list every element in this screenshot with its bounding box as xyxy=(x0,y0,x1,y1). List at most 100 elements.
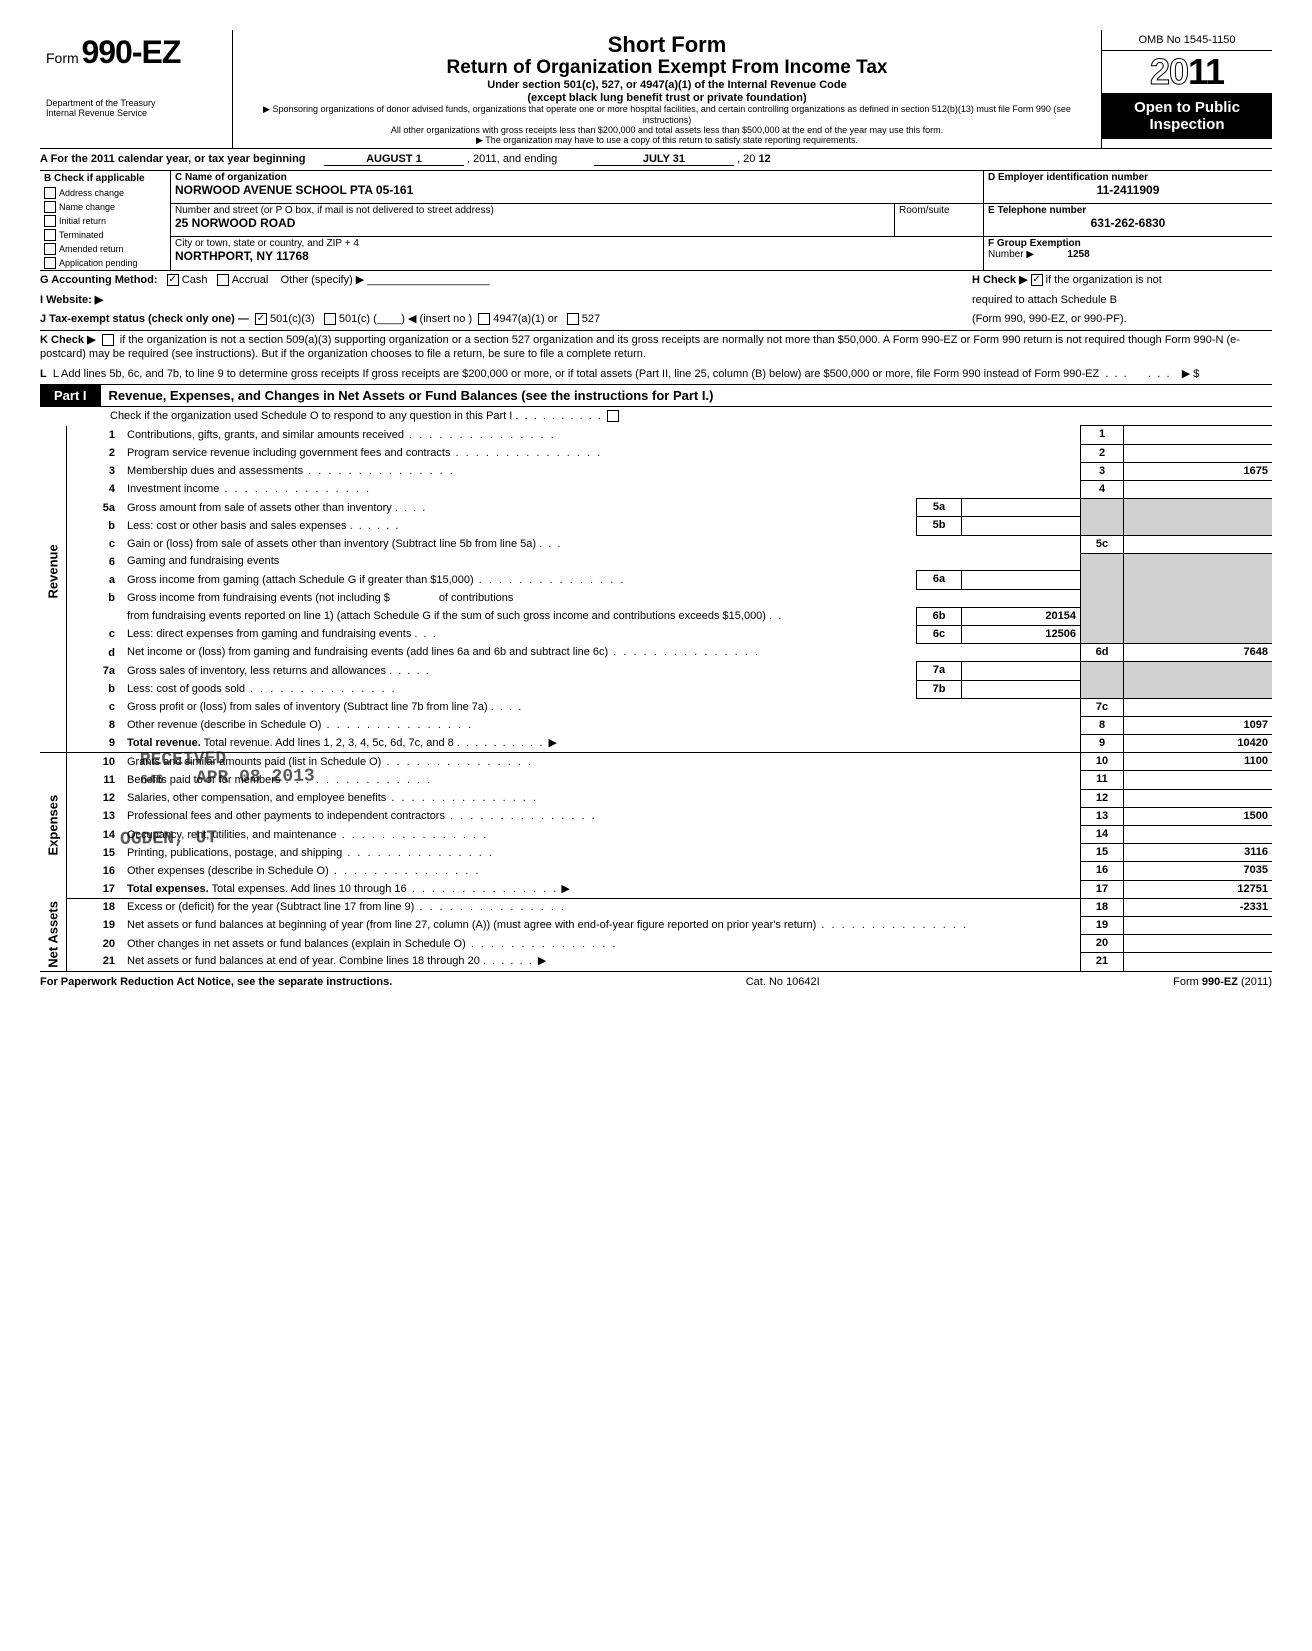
form-label: Form xyxy=(46,50,79,66)
chk-501c3[interactable]: ✓ xyxy=(255,313,267,325)
form-990ez-page: RECEIVED 646 APR 08 2013 OGDEN, UT Form … xyxy=(40,30,1272,988)
chk-name-change[interactable]: Name change xyxy=(40,200,170,214)
chk-k[interactable] xyxy=(102,334,114,346)
chk-terminated[interactable]: Terminated xyxy=(40,228,170,242)
line-5b: Less: cost or other basis and sales expe… xyxy=(127,520,347,532)
city-value: NORTHPORT, NY 11768 xyxy=(175,249,309,263)
ein-value: 11-2411909 xyxy=(988,183,1268,197)
side-expenses: Expenses xyxy=(40,753,67,899)
row-j: J Tax-exempt status (check only one) — ✓… xyxy=(40,310,1272,331)
footer: For Paperwork Reduction Act Notice, see … xyxy=(40,972,1272,988)
cell-c-name: C Name of organization NORWOOD AVENUE SC… xyxy=(171,171,983,204)
line-6b-1: Gross income from fundraising events (no… xyxy=(127,592,390,604)
line-12: Salaries, other compensation, and employ… xyxy=(127,792,386,804)
i-website: I Website: ▶ xyxy=(40,294,103,306)
side-net-assets: Net Assets xyxy=(40,898,67,971)
line-15: Printing, publications, postage, and shi… xyxy=(127,847,342,859)
line-4: Investment income xyxy=(127,483,219,495)
row-a-mid: , 2011, and ending xyxy=(467,153,557,165)
line-17: Total expenses. Add lines 10 through 16 xyxy=(212,883,407,895)
value-16: 7035 xyxy=(1124,862,1273,880)
chk-4947[interactable] xyxy=(478,313,490,325)
value-17: 12751 xyxy=(1124,880,1273,898)
footer-cat: Cat. No 10642I xyxy=(746,976,820,988)
line-9: Total revenue. Add lines 1, 2, 3, 4, 5c,… xyxy=(204,737,454,749)
note-other-orgs: All other organizations with gross recei… xyxy=(239,125,1095,135)
part1-tab: Part I xyxy=(40,385,101,406)
tax-year: 2011 xyxy=(1102,51,1272,94)
open-to-public: Open to PublicInspection xyxy=(1102,94,1272,139)
value-18: -2331 xyxy=(1124,898,1273,916)
part1-check-line: Check if the organization used Schedule … xyxy=(40,407,1272,425)
line-6c: Less: direct expenses from gaming and fu… xyxy=(127,628,411,640)
line-5c: Gain or (loss) from sale of assets other… xyxy=(127,538,536,550)
chk-application-pending[interactable]: Application pending xyxy=(40,256,170,270)
footer-left: For Paperwork Reduction Act Notice, see … xyxy=(40,976,392,988)
part1-header: Part I Revenue, Expenses, and Changes in… xyxy=(40,384,1272,407)
line-20: Other changes in net assets or fund bala… xyxy=(127,938,466,950)
row-a-tax-year: A For the 2011 calendar year, or tax yea… xyxy=(40,149,1272,171)
line-14: Occupancy, rent, utilities, and maintena… xyxy=(127,829,337,841)
phone-value: 631-262-6830 xyxy=(988,216,1268,230)
chk-cash[interactable]: ✓ xyxy=(167,274,179,286)
org-name: NORWOOD AVENUE SCHOOL PTA 05-161 xyxy=(175,183,413,197)
line-8: Other revenue (describe in Schedule O) xyxy=(127,719,321,731)
line-6d: Net income or (loss) from gaming and fun… xyxy=(127,646,608,658)
form-number: 990-EZ xyxy=(81,34,180,70)
side-revenue: Revenue xyxy=(40,426,67,717)
row-i: I Website: ▶ required to attach Schedule… xyxy=(40,291,1272,311)
row-k: K Check ▶ if the organization is not a s… xyxy=(40,331,1272,365)
col-b-header: B Check if applicable xyxy=(40,171,170,186)
dept-irs: Internal Revenue Service xyxy=(46,109,226,119)
cell-d-ein: D Employer identification number 11-2411… xyxy=(983,171,1272,204)
chk-527[interactable] xyxy=(567,313,579,325)
chk-amended-return[interactable]: Amended return xyxy=(40,242,170,256)
line-10: Grants and similar amounts paid (list in… xyxy=(127,756,381,768)
cell-city: City or town, state or country, and ZIP … xyxy=(171,237,983,270)
line-2: Program service revenue including govern… xyxy=(127,447,450,459)
address-value: 25 NORWOOD ROAD xyxy=(175,216,295,230)
chk-schedule-b-not-required[interactable]: ✓ xyxy=(1031,274,1043,286)
chk-address-change[interactable]: Address change xyxy=(40,186,170,200)
chk-accrual[interactable] xyxy=(217,274,229,286)
part1-title: Revenue, Expenses, and Changes in Net As… xyxy=(101,388,714,403)
line-1: Contributions, gifts, grants, and simila… xyxy=(127,429,404,441)
line-3: Membership dues and assessments xyxy=(127,465,303,477)
row-a-end-year: 12 xyxy=(758,153,770,165)
chk-501c[interactable] xyxy=(324,313,336,325)
cell-room: Room/suite xyxy=(894,204,983,237)
title-return: Return of Organization Exempt From Incom… xyxy=(239,57,1095,79)
value-6c: 12506 xyxy=(962,625,1081,643)
line-19: Net assets or fund balances at beginning… xyxy=(127,919,816,931)
title-short-form: Short Form xyxy=(239,32,1095,57)
title-box: Short Form Return of Organization Exempt… xyxy=(233,30,1101,148)
footer-right: Form 990-EZ (2011) xyxy=(1173,976,1272,988)
line-11: Benefits paid to or for members xyxy=(127,774,280,786)
chk-initial-return[interactable]: Initial return xyxy=(40,214,170,228)
lines-table: Revenue 1 Contributions, gifts, grants, … xyxy=(40,425,1272,971)
line-5a: Gross amount from sale of assets other t… xyxy=(127,502,392,514)
chk-schedule-o[interactable] xyxy=(607,410,619,422)
group-exemption-value: 1258 xyxy=(1067,249,1089,260)
line-6b-3: from fundraising events reported on line… xyxy=(127,610,766,622)
row-a-label: A For the 2011 calendar year, or tax yea… xyxy=(40,153,306,165)
value-8: 1097 xyxy=(1124,716,1273,734)
subtitle-1: Under section 501(c), 527, or 4947(a)(1)… xyxy=(239,79,1095,92)
value-6d: 7648 xyxy=(1124,644,1273,662)
cell-e-phone: E Telephone number 631-262-6830 xyxy=(983,204,1272,237)
line-7a: Gross sales of inventory, less returns a… xyxy=(127,665,386,677)
note-state-reporting: The organization may have to use a copy … xyxy=(239,135,1095,145)
line-21: Net assets or fund balances at end of ye… xyxy=(127,955,480,967)
line-13: Professional fees and other payments to … xyxy=(127,810,445,822)
line-16: Other expenses (describe in Schedule O) xyxy=(127,865,329,877)
row-l: L L Add lines 5b, 6c, and 7b, to line 9 … xyxy=(40,365,1272,385)
value-6b: 20154 xyxy=(962,607,1081,625)
form-header: Form 990-EZ Department of the Treasury I… xyxy=(40,30,1272,149)
section-bcdef: B Check if applicable Address change Nam… xyxy=(40,171,1272,271)
value-3: 1675 xyxy=(1124,462,1273,480)
omb-number: OMB No 1545-1150 xyxy=(1102,30,1272,51)
line-6b-2: of contributions xyxy=(439,592,514,604)
value-9: 10420 xyxy=(1124,735,1273,753)
note-sponsoring: Sponsoring organizations of donor advise… xyxy=(239,104,1095,125)
form-id-box: Form 990-EZ Department of the Treasury I… xyxy=(40,30,233,148)
